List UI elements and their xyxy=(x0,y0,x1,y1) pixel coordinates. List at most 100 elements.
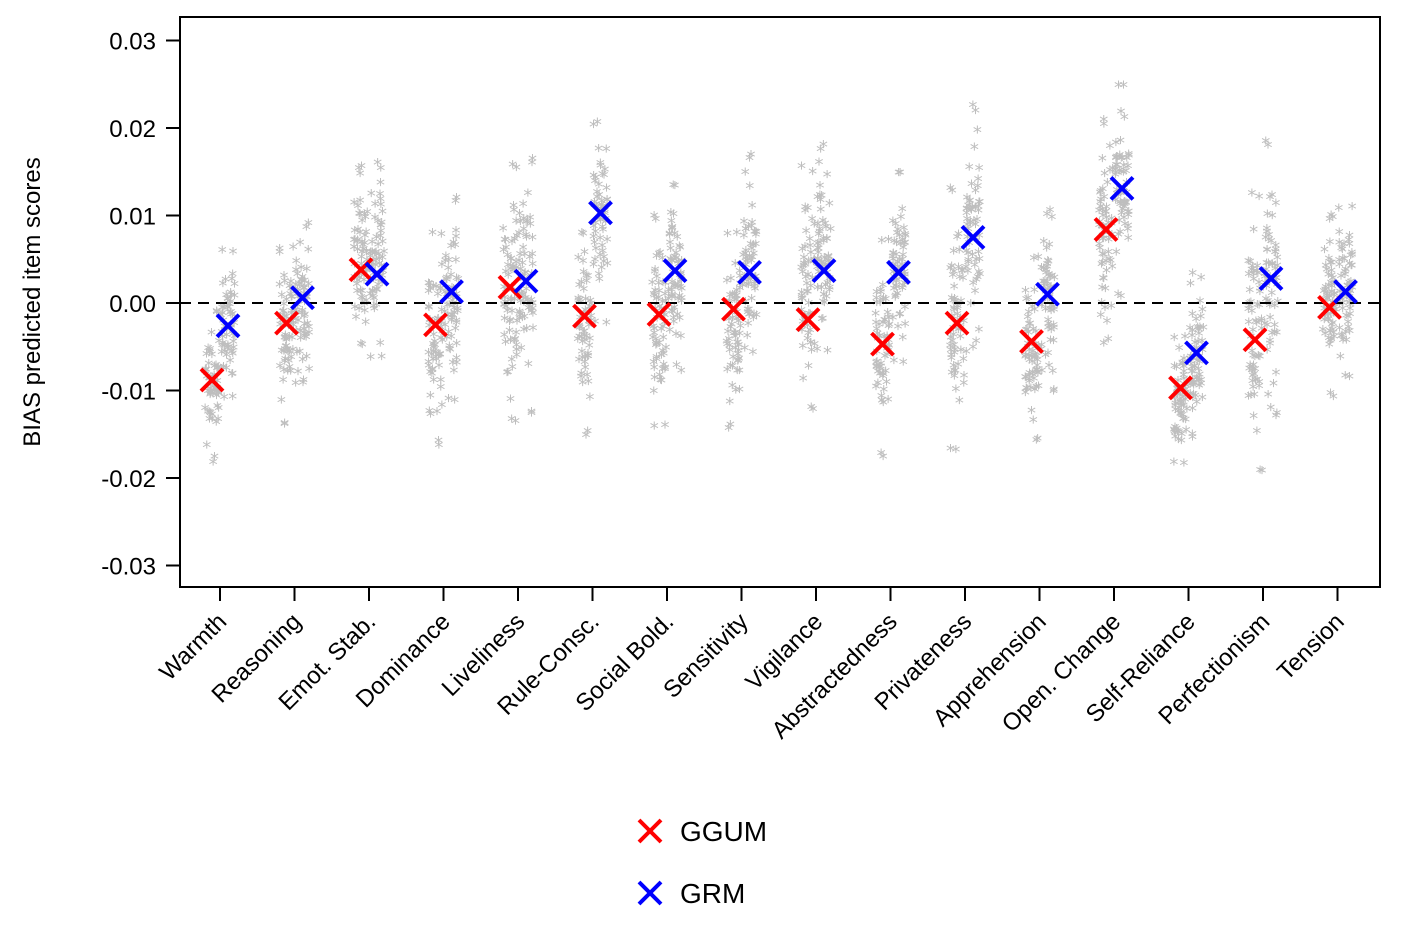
item-point-grm-privateness: * xyxy=(966,193,975,214)
item-point-ggum-apprehension: * xyxy=(1033,431,1042,452)
item-point-ggum-privateness: * xyxy=(954,226,963,247)
item-point-grm-dominance: * xyxy=(447,238,456,259)
item-point-ggum-sensitivity: * xyxy=(735,351,744,372)
item-point-ggum-abstractedness: * xyxy=(874,317,883,338)
item-point-ggum-reasoning: * xyxy=(275,241,284,262)
item-point-ggum-reasoning: * xyxy=(279,343,288,364)
item-point-ggum-dominance: * xyxy=(430,338,439,359)
item-point-grm-warmth: * xyxy=(229,334,238,355)
item-point-grm-emot-stab: * xyxy=(378,234,387,255)
item-point-ggum-sensitivity: * xyxy=(726,320,735,341)
item-point-grm-self-reliance: * xyxy=(1189,376,1198,397)
item-point-grm-social-bold: * xyxy=(667,213,676,234)
item-point-grm-abstractedness: * xyxy=(891,278,900,299)
item-point-ggum-social-bold: * xyxy=(661,287,670,308)
item-point-ggum-open-change: * xyxy=(1099,112,1108,133)
item-point-ggum-open-change: * xyxy=(1108,161,1117,182)
item-point-ggum-abstractedness: * xyxy=(879,367,888,388)
item-point-ggum-reasoning: * xyxy=(288,342,297,363)
item-point-ggum-warmth: * xyxy=(206,384,215,405)
item-point-ggum-open-change: * xyxy=(1099,335,1108,356)
item-point-ggum-tension: * xyxy=(1330,286,1339,307)
item-point-grm-abstractedness: * xyxy=(888,310,897,331)
item-point-ggum-sensitivity: * xyxy=(730,303,739,324)
item-point-ggum-self-reliance: * xyxy=(1177,407,1186,428)
item-point-grm-warmth: * xyxy=(230,316,239,337)
item-point-grm-privateness: * xyxy=(971,217,980,238)
item-point-ggum-sensitivity: * xyxy=(735,382,744,403)
item-point-grm-open-change: * xyxy=(1119,165,1128,186)
item-point-ggum-perfectionism: * xyxy=(1247,186,1256,207)
item-point-grm-privateness: * xyxy=(963,263,972,284)
item-point-ggum-rule-consc: * xyxy=(575,318,584,339)
marker-grm-vigilance xyxy=(811,258,837,284)
item-point-grm-emot-stab: * xyxy=(373,214,382,235)
item-point-ggum-rule-consc: * xyxy=(575,352,584,373)
item-point-ggum-perfectionism: * xyxy=(1244,315,1253,336)
item-point-ggum-self-reliance: * xyxy=(1177,433,1186,454)
item-point-ggum-perfectionism: * xyxy=(1250,387,1259,408)
item-point-ggum-emot-stab: * xyxy=(356,193,365,214)
item-point-ggum-dominance: * xyxy=(425,300,434,321)
item-point-ggum-sensitivity: * xyxy=(730,287,739,308)
item-point-ggum-self-reliance: * xyxy=(1176,406,1185,427)
item-point-grm-abstractedness: * xyxy=(888,249,897,270)
item-point-grm-emot-stab: * xyxy=(375,251,384,272)
item-point-grm-reasoning: * xyxy=(303,316,312,337)
item-point-ggum-emot-stab: * xyxy=(353,273,362,294)
item-point-ggum-abstractedness: * xyxy=(872,291,881,312)
item-point-grm-tension: * xyxy=(1335,235,1344,256)
item-point-grm-self-reliance: * xyxy=(1195,294,1204,315)
item-point-ggum-self-reliance: * xyxy=(1181,329,1190,350)
item-point-grm-abstractedness: * xyxy=(895,228,904,249)
item-point-grm-emot-stab: * xyxy=(374,277,383,298)
item-point-ggum-warmth: * xyxy=(204,404,213,425)
item-point-grm-dominance: * xyxy=(450,305,459,326)
item-point-grm-emot-stab: * xyxy=(376,336,385,357)
item-point-grm-social-bold: * xyxy=(671,278,680,299)
item-point-grm-tension: * xyxy=(1348,247,1357,268)
item-point-grm-self-reliance: * xyxy=(1193,370,1202,391)
item-point-grm-apprehension: * xyxy=(1042,265,1051,286)
item-point-grm-open-change: * xyxy=(1124,159,1133,180)
item-point-ggum-abstractedness: * xyxy=(881,291,890,312)
item-point-grm-privateness: * xyxy=(974,195,983,216)
item-point-ggum-warmth: * xyxy=(214,334,223,355)
item-point-grm-dominance: * xyxy=(441,253,450,274)
item-point-grm-open-change: * xyxy=(1115,163,1124,184)
item-point-grm-apprehension: * xyxy=(1037,363,1046,384)
item-point-grm-tension: * xyxy=(1346,248,1355,269)
item-point-ggum-abstractedness: * xyxy=(872,295,881,316)
item-point-ggum-privateness: * xyxy=(951,442,960,463)
item-point-ggum-abstractedness: * xyxy=(875,360,884,381)
item-point-grm-social-bold: * xyxy=(669,314,678,335)
item-point-grm-rule-consc: * xyxy=(596,158,605,179)
item-point-grm-liveliness: * xyxy=(528,306,537,327)
item-point-grm-reasoning: * xyxy=(299,281,308,302)
item-point-grm-privateness: * xyxy=(974,245,983,266)
item-point-grm-warmth: * xyxy=(220,338,229,359)
item-point-grm-apprehension: * xyxy=(1045,289,1054,310)
item-point-ggum-emot-stab: * xyxy=(358,213,367,234)
item-point-ggum-reasoning: * xyxy=(285,344,294,365)
item-point-grm-tension: * xyxy=(1338,242,1347,263)
item-point-grm-dominance: * xyxy=(451,238,460,259)
item-point-grm-open-change: * xyxy=(1111,150,1120,171)
item-point-ggum-social-bold: * xyxy=(655,368,664,389)
item-point-ggum-emot-stab: * xyxy=(357,284,366,305)
item-point-grm-privateness: * xyxy=(964,255,973,276)
item-point-ggum-abstractedness: * xyxy=(876,366,885,387)
item-point-grm-abstractedness: * xyxy=(896,236,905,257)
item-point-ggum-sensitivity: * xyxy=(735,280,744,301)
item-point-ggum-tension: * xyxy=(1327,332,1336,353)
item-point-grm-apprehension: * xyxy=(1044,320,1053,341)
item-point-grm-privateness: * xyxy=(971,284,980,305)
item-point-ggum-vigilance: * xyxy=(800,256,809,277)
item-point-ggum-perfectionism: * xyxy=(1248,361,1257,382)
item-point-ggum-emot-stab: * xyxy=(350,239,359,260)
item-point-grm-privateness: * xyxy=(966,201,975,222)
item-point-ggum-liveliness: * xyxy=(512,338,521,359)
item-point-grm-tension: * xyxy=(1345,228,1354,249)
x-tick-label-tension: Tension xyxy=(1272,608,1350,686)
item-point-ggum-reasoning: * xyxy=(278,304,287,325)
